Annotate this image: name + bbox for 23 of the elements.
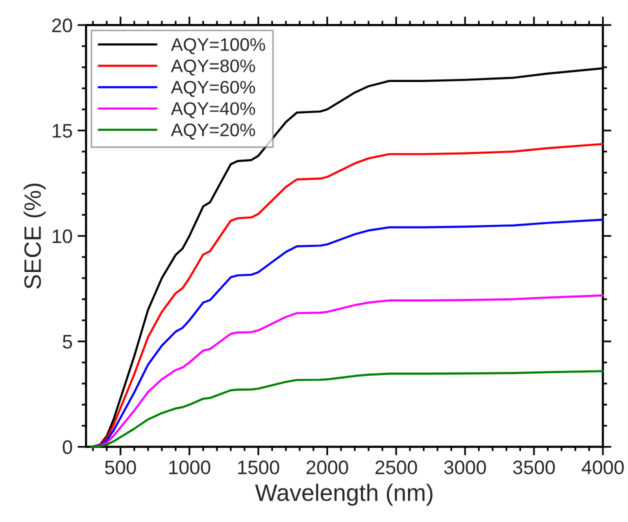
x-tick-label: 2500 <box>375 460 418 474</box>
x-tick-label: 1000 <box>169 460 210 474</box>
y-tick-label: 0 <box>62 440 72 454</box>
y-tick-label: 5 <box>62 335 72 349</box>
line-series <box>90 370 604 448</box>
y-tick-label: 20 <box>52 18 72 32</box>
x-tick-label: 500 <box>105 460 136 474</box>
legend-label: AQY=60% <box>170 80 256 97</box>
y-axis-title: SECE (%) <box>24 184 46 289</box>
x-tick-label: 3500 <box>513 460 555 474</box>
y-tick-label: 15 <box>52 124 72 138</box>
x-tick-label: 1500 <box>238 460 280 474</box>
legend-label: AQY=20% <box>170 124 256 140</box>
x-tick-label: 3000 <box>444 460 486 474</box>
x-tick-label: 4000 <box>582 460 624 474</box>
x-tick-label: 2000 <box>306 460 348 474</box>
x-axis-title: Wavelength (nm) <box>255 484 432 506</box>
legend-label: AQY=40% <box>170 102 256 118</box>
legend-label: AQY=100% <box>170 38 266 54</box>
line-series <box>90 294 604 448</box>
line-series <box>90 218 604 448</box>
y-tick-label: 10 <box>52 229 72 244</box>
legend-label: AQY=80% <box>170 60 256 76</box>
